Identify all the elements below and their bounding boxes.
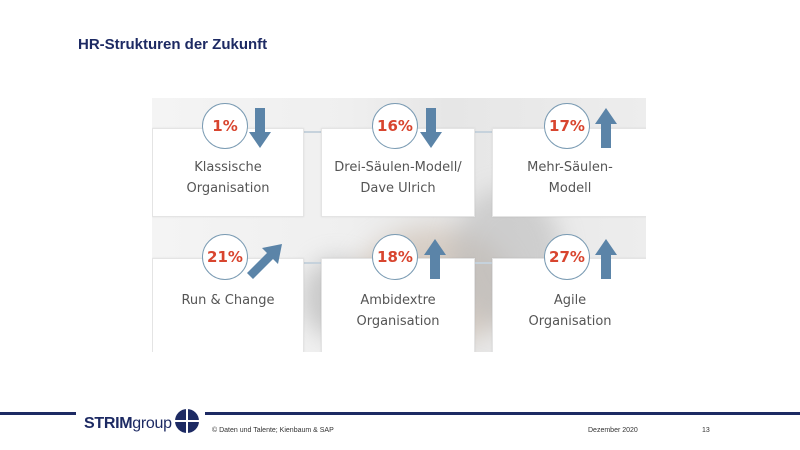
- percent-badge: 18%: [372, 234, 418, 280]
- card-label-line1: Drei-Säulen-Modell/: [334, 160, 462, 175]
- card-label-line2: Organisation: [528, 314, 612, 329]
- card-drei-saeulen-modell: Drei-Säulen-Modell/ Dave Ulrich: [321, 128, 475, 217]
- card-label-line2: Organisation: [356, 314, 440, 329]
- footer-page-number: 13: [702, 427, 710, 434]
- arrow-up-icon: [595, 108, 617, 148]
- card-label-line1: Run & Change: [181, 293, 275, 308]
- footer-divider: [0, 412, 76, 415]
- footer-date: Dezember 2020: [588, 427, 638, 434]
- footer-source: © Daten und Talente; Kienbaum & SAP: [212, 427, 334, 434]
- slide-title: HR-Strukturen der Zukunft: [78, 36, 268, 53]
- strimgroup-logo: STRIMgroup: [84, 408, 200, 439]
- arrow-down-icon: [420, 108, 442, 148]
- arrow-up-icon: [595, 239, 617, 279]
- logo-quadrant-icon: [173, 408, 200, 434]
- percent-badge: 17%: [544, 103, 590, 149]
- card-label-line2: Dave Ulrich: [360, 181, 436, 196]
- card-label-line2: Organisation: [186, 181, 270, 196]
- card-label-line1: Ambidextre: [360, 293, 436, 308]
- card-label-line2: Modell: [548, 181, 592, 196]
- percent-badge: 1%: [202, 103, 248, 149]
- card-label-line1: Agile: [553, 293, 587, 308]
- card-label-line1: Klassische: [194, 160, 262, 175]
- percent-badge: 16%: [372, 103, 418, 149]
- background-photo-panel: Klassische Organisation Drei-Säulen-Mode…: [152, 98, 646, 352]
- card-label-line1: Mehr-Säulen-: [527, 160, 613, 175]
- footer-divider: [205, 412, 800, 415]
- logo-text: STRIMgroup: [84, 415, 172, 432]
- arrow-up-icon: [424, 239, 446, 279]
- arrow-up-right-icon: [247, 244, 282, 279]
- percent-badge: 21%: [202, 234, 248, 280]
- arrow-down-icon: [249, 108, 271, 148]
- card-mehr-saeulen-modell: Mehr-Säulen- Modell: [492, 128, 646, 217]
- percent-badge: 27%: [544, 234, 590, 280]
